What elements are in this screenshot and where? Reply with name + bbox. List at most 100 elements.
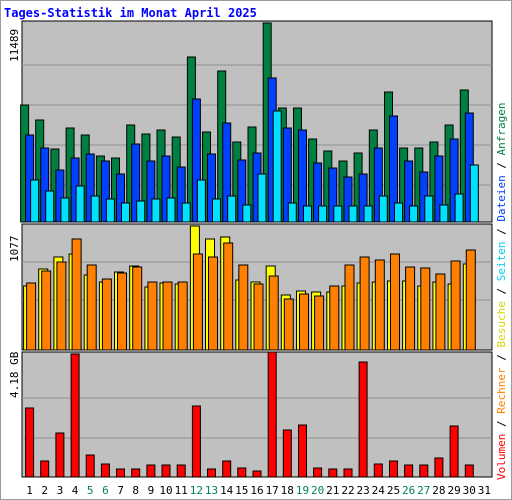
x-tick-label-day-28: 28 xyxy=(432,484,445,497)
bar-volumen-day-27 xyxy=(419,464,429,478)
bar-volumen-day-19 xyxy=(298,424,307,478)
x-tick-label-day-30: 30 xyxy=(463,484,476,497)
bar-seiten-day-17 xyxy=(272,110,282,223)
x-tick-label-day-10: 10 xyxy=(159,484,172,497)
bar-rechner-day-15 xyxy=(238,264,249,351)
bar-rechner-day-10 xyxy=(162,281,173,351)
x-tick-label-day-6: 6 xyxy=(102,484,109,497)
legend-besuche: Besuche xyxy=(495,301,508,347)
bar-rechner-day-11 xyxy=(177,281,188,351)
x-tick-label-day-18: 18 xyxy=(281,484,294,497)
bar-seiten-day-14 xyxy=(227,195,237,223)
bar-dateien-day-14 xyxy=(222,122,232,223)
x-tick-label-day-31: 31 xyxy=(478,484,491,497)
panel-bottom-frame xyxy=(21,351,493,478)
x-tick-label-day-5: 5 xyxy=(87,484,94,497)
x-tick-label-day-16: 16 xyxy=(250,484,263,497)
bar-dateien-day-6 xyxy=(100,160,110,223)
x-tick-label-day-26: 26 xyxy=(402,484,415,497)
legend-sep-5: / xyxy=(495,155,508,175)
bar-seiten-day-10 xyxy=(166,197,176,223)
bar-dateien-day-23 xyxy=(358,173,368,223)
x-tick-label-day-27: 27 xyxy=(417,484,430,497)
bar-seiten-day-3 xyxy=(60,197,70,223)
bar-dateien-day-10 xyxy=(161,155,171,223)
bars-layer xyxy=(20,22,479,478)
bar-volumen-day-3 xyxy=(55,432,65,478)
bar-rechner-day-30 xyxy=(465,249,476,351)
bar-seiten-day-19 xyxy=(303,205,312,223)
legend-sep-4: / xyxy=(495,222,508,242)
bar-dateien-day-25 xyxy=(389,115,398,223)
x-tick-label-day-24: 24 xyxy=(372,484,386,497)
bar-rechner-day-6 xyxy=(101,278,112,351)
bar-volumen-day-17 xyxy=(267,351,277,478)
bar-dateien-day-3 xyxy=(55,169,65,223)
bar-rechner-day-28 xyxy=(435,273,446,351)
bar-dateien-day-15 xyxy=(237,159,247,223)
x-axis-labels: 1 2 3 4 5 6 7 8 9 10 11 12 13 14 15 16 17 18 19 20 21 22 23 24 2… xyxy=(26,484,491,497)
bar-rechner-day-13 xyxy=(208,256,218,351)
bar-volumen-day-7 xyxy=(116,468,125,478)
x-tick-label-day-22: 22 xyxy=(341,484,354,497)
bar-dateien-day-19 xyxy=(298,129,307,223)
bar-volumen-day-22 xyxy=(343,468,353,478)
bar-seiten-day-13 xyxy=(212,198,221,223)
bottom-ymax-label: 4.18 GB xyxy=(8,351,21,398)
bar-rechner-day-5 xyxy=(86,264,97,351)
x-tick-label-day-9: 9 xyxy=(148,484,155,497)
bar-volumen-day-29 xyxy=(449,425,459,478)
bar-seiten-day-20 xyxy=(318,205,328,223)
x-tick-label-day-21: 21 xyxy=(326,484,339,497)
x-tick-label-day-19: 19 xyxy=(296,484,309,497)
bar-seiten-day-12 xyxy=(196,179,206,223)
bar-volumen-day-16 xyxy=(252,470,262,478)
bar-seiten-day-18 xyxy=(287,202,297,223)
bar-rechner-day-23 xyxy=(359,256,370,351)
x-tick-label-day-29: 29 xyxy=(447,484,460,497)
legend-anfragen: Anfragen xyxy=(495,102,508,155)
legend-rechner: Rechner xyxy=(495,367,508,414)
chart-title: Tages-Statistik im Monat April 2025 xyxy=(4,6,257,20)
bar-volumen-day-6 xyxy=(100,463,110,478)
legend-sep-2: / xyxy=(495,348,508,368)
bar-rechner-day-12 xyxy=(192,253,203,351)
bar-volumen-day-28 xyxy=(434,457,444,478)
bar-rechner-day-17 xyxy=(268,275,279,351)
x-tick-label-day-1: 1 xyxy=(26,484,33,497)
x-tick-label-day-4: 4 xyxy=(72,484,79,497)
bar-dateien-day-7 xyxy=(116,173,125,223)
bar-dateien-day-2 xyxy=(40,147,50,223)
bar-volumen-day-26 xyxy=(404,464,414,478)
bar-dateien-day-21 xyxy=(328,167,338,223)
bar-rechner-day-9 xyxy=(147,281,158,351)
legend-sep-1: / xyxy=(495,414,508,434)
bar-volumen-day-23 xyxy=(358,361,368,478)
bar-volumen-day-10 xyxy=(161,464,171,478)
x-tick-label-day-11: 11 xyxy=(175,484,188,497)
x-tick-label-day-23: 23 xyxy=(356,484,369,497)
bar-seiten-day-15 xyxy=(242,204,252,223)
legend-dateien: Dateien xyxy=(495,175,508,221)
bar-dateien-day-9 xyxy=(146,160,156,223)
bar-dateien-day-24 xyxy=(373,147,383,223)
bar-rechner-day-3 xyxy=(56,261,67,351)
bar-volumen-day-9 xyxy=(146,464,156,478)
bar-dateien-day-28 xyxy=(434,155,444,223)
bar-seiten-day-7 xyxy=(121,202,130,223)
bar-dateien-day-1 xyxy=(25,134,35,223)
bar-volumen-day-11 xyxy=(176,464,186,478)
bar-dateien-day-13 xyxy=(207,153,216,223)
x-tick-label-day-7: 7 xyxy=(117,484,124,497)
bar-rechner-day-4 xyxy=(71,238,82,351)
bar-volumen-day-12 xyxy=(191,405,201,478)
bar-volumen-day-20 xyxy=(313,467,323,478)
bar-volumen-day-24 xyxy=(373,463,383,478)
bar-seiten-day-16 xyxy=(257,173,267,223)
bar-rechner-day-24 xyxy=(374,259,385,351)
bar-seiten-day-26 xyxy=(409,205,419,223)
right-legend: Volumen / Rechner / Besuche / Seiten / D… xyxy=(495,102,508,480)
bar-volumen-day-14 xyxy=(222,460,232,478)
bar-rechner-day-18 xyxy=(283,298,294,351)
